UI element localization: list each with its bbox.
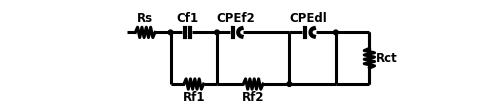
Circle shape [333,30,338,35]
Text: CPEdl: CPEdl [289,12,327,25]
Text: Cf1: Cf1 [176,12,198,25]
Text: CPEf2: CPEf2 [216,12,255,25]
Text: Rf2: Rf2 [242,91,264,104]
Text: Rf1: Rf1 [183,91,205,104]
Text: Rs: Rs [137,12,153,25]
Circle shape [168,30,173,35]
Circle shape [287,82,292,86]
Circle shape [215,30,219,35]
Text: Rct: Rct [376,52,398,65]
